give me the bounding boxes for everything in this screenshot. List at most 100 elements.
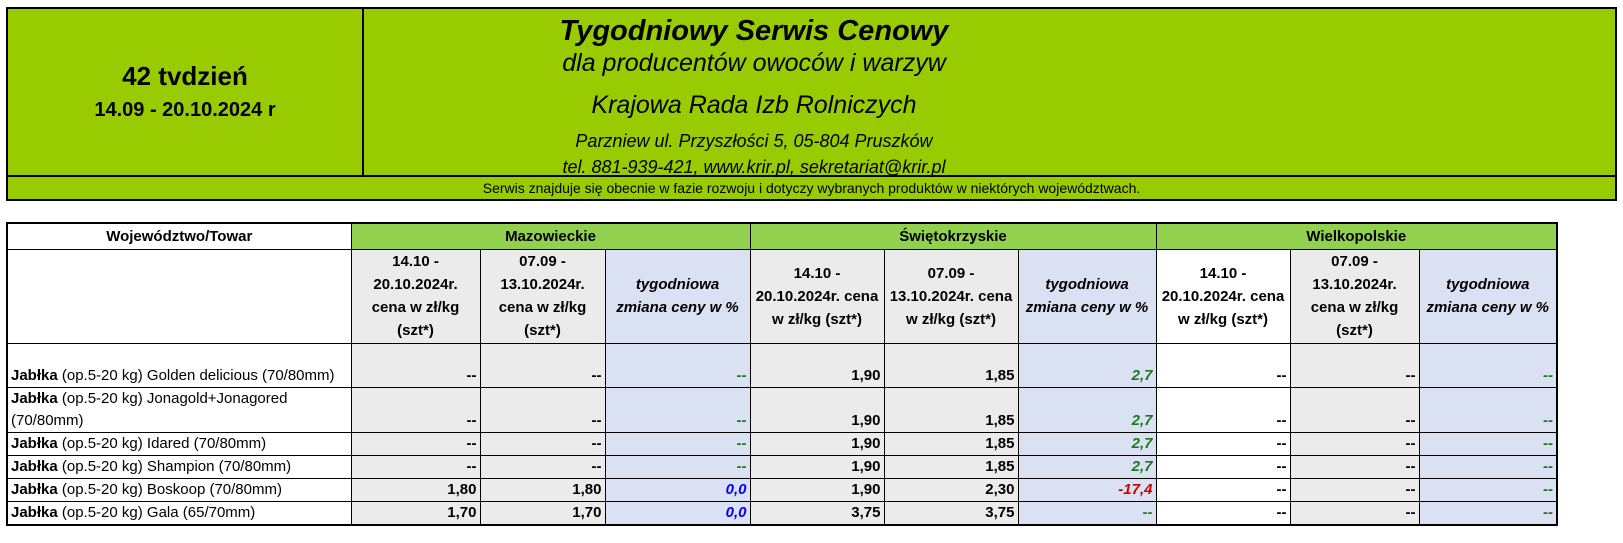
product-category: Jabłka bbox=[11, 503, 58, 521]
region-header-row: Województwo/Towar Mazowieckie Świętokrzy… bbox=[6, 222, 1558, 250]
weekly-change-cell: 0,0 bbox=[604, 477, 751, 502]
column-header-weekly-change: tygodniowa zmiana ceny w % bbox=[604, 248, 751, 344]
price-cell: 1,90 bbox=[749, 477, 885, 502]
price-cell: 1,80 bbox=[479, 477, 606, 502]
weekly-change-cell: -- bbox=[604, 454, 751, 479]
region-swietokrzyskie: Świętokrzyskie bbox=[749, 222, 1157, 250]
price-cell: 1,85 bbox=[883, 431, 1019, 456]
empty-header-cell bbox=[6, 248, 352, 344]
weekly-change-cell: 2,7 bbox=[1017, 386, 1157, 433]
table-row: Jabłka (op.5-20 kg) Jonagold+Jonagored (… bbox=[6, 386, 1558, 433]
corner-label: Województwo/Towar bbox=[6, 222, 352, 250]
price-cell: -- bbox=[479, 454, 606, 479]
price-cell: -- bbox=[1155, 500, 1291, 525]
price-cell: 3,75 bbox=[883, 500, 1019, 525]
product-name-cell: Jabłka (op.5-20 kg) Shampion (70/80mm) bbox=[6, 454, 352, 479]
product-details: (op.5-20 kg) Shampion (70/80mm) bbox=[57, 457, 292, 475]
price-cell: -- bbox=[1289, 500, 1420, 525]
product-category: Jabłka bbox=[11, 457, 58, 475]
weekly-change-cell: -- bbox=[604, 386, 751, 433]
price-cell: -- bbox=[1289, 477, 1420, 502]
weekly-change-cell: -- bbox=[604, 431, 751, 456]
price-cell: -- bbox=[1155, 342, 1291, 388]
product-name-cell: Jabłka (op.5-20 kg) Gala (65/70mm) bbox=[6, 500, 352, 525]
price-cell: -- bbox=[479, 431, 606, 456]
header-title-panel: Tygodniowy Serwis Cenowy dla producentów… bbox=[362, 7, 1617, 177]
column-header-previous-price: 07.09 - 13.10.2024r. cena w zł/kg (szt*) bbox=[883, 248, 1019, 344]
weekly-change-cell: 2,7 bbox=[1017, 342, 1157, 388]
product-name-cell: Jabłka (op.5-20 kg) Idared (70/80mm) bbox=[6, 431, 352, 456]
price-cell: 1,90 bbox=[749, 431, 885, 456]
price-cell: -- bbox=[1155, 454, 1291, 479]
column-header-row: 14.10 - 20.10.2024r. cena w zł/kg (szt*)… bbox=[6, 248, 1558, 344]
weekly-change-cell: -- bbox=[1418, 342, 1558, 388]
price-cell: -- bbox=[1289, 454, 1420, 479]
service-title: Tygodniowy Serwis Cenowy bbox=[559, 15, 949, 47]
price-cell: -- bbox=[1289, 431, 1420, 456]
price-cell: 1,70 bbox=[479, 500, 606, 525]
column-header-weekly-change: tygodniowa zmiana ceny w % bbox=[1017, 248, 1157, 344]
organization-contact: tel. 881-939-421, www.krir.pl, sekretari… bbox=[562, 157, 946, 177]
price-cell: -- bbox=[1289, 386, 1420, 433]
weekly-change-cell: -- bbox=[1418, 386, 1558, 433]
price-table: Województwo/Towar Mazowieckie Świętokrzy… bbox=[6, 222, 1558, 526]
development-notice: Serwis znajduje się obecnie w fazie rozw… bbox=[6, 177, 1617, 201]
organization-address: Parzniew ul. Przyszłości 5, 05-804 Prusz… bbox=[575, 131, 933, 151]
column-header-current-price: 14.10 - 20.10.2024r. cena w zł/kg (szt*) bbox=[1155, 248, 1291, 344]
price-cell: 1,90 bbox=[749, 386, 885, 433]
price-cell: -- bbox=[1289, 342, 1420, 388]
price-cell: -- bbox=[1155, 477, 1291, 502]
region-wielkopolskie: Wielkopolskie bbox=[1155, 222, 1558, 250]
product-details: (op.5-20 kg) Gala (65/70mm) bbox=[57, 503, 256, 521]
price-cell: -- bbox=[479, 342, 606, 388]
price-cell: -- bbox=[350, 386, 481, 433]
weekly-change-cell: -- bbox=[1017, 500, 1157, 525]
price-cell: 1,90 bbox=[749, 454, 885, 479]
organization-name: Krajowa Rada Izb Rolniczych bbox=[591, 91, 917, 119]
price-cell: -- bbox=[350, 454, 481, 479]
product-details: (op.5-20 kg) Boskoop (70/80mm) bbox=[57, 480, 282, 498]
product-category: Jabłka bbox=[11, 434, 58, 452]
table-row: Jabłka (op.5-20 kg) Golden delicious (70… bbox=[6, 342, 1558, 388]
table-row: Jabłka (op.5-20 kg) Shampion (70/80mm) --… bbox=[6, 454, 1558, 479]
service-subtitle: dla producentów owoców i warzyw bbox=[562, 49, 946, 77]
product-name-cell: Jabłka (op.5-20 kg) Golden delicious (70… bbox=[6, 342, 352, 388]
price-cell: 2,30 bbox=[883, 477, 1019, 502]
column-header-current-price: 14.10 - 20.10.2024r. cena w zł/kg (szt*) bbox=[749, 248, 885, 344]
weekly-change-cell: -- bbox=[1418, 477, 1558, 502]
price-cell: 3,75 bbox=[749, 500, 885, 525]
price-cell: 1,80 bbox=[350, 477, 481, 502]
price-cell: -- bbox=[479, 386, 606, 433]
price-cell: 1,90 bbox=[749, 342, 885, 388]
price-cell: -- bbox=[350, 342, 481, 388]
column-header-previous-price: 07.09 - 13.10.2024r. cena w zł/kg (szt*) bbox=[1289, 248, 1420, 344]
price-cell: -- bbox=[1155, 386, 1291, 433]
weekly-change-cell: -- bbox=[604, 342, 751, 388]
weekly-change-cell: -- bbox=[1418, 454, 1558, 479]
product-name-cell: Jabłka (op.5-20 kg) Jonagold+Jonagored (… bbox=[6, 386, 352, 433]
product-category: Jabłka bbox=[11, 389, 58, 407]
price-cell: 1,70 bbox=[350, 500, 481, 525]
product-category: Jabłka bbox=[11, 366, 58, 384]
week-number: 42 tvdzień bbox=[122, 61, 248, 91]
product-category: Jabłka bbox=[11, 480, 58, 498]
product-details: (op.5-20 kg) Jonagold+Jonagored (70/80mm… bbox=[11, 389, 288, 429]
price-cell: -- bbox=[1155, 431, 1291, 456]
header-week-panel: 42 tvdzień 14.09 - 20.10.2024 r bbox=[6, 7, 364, 177]
table-row: Jabłka (op.5-20 kg) Boskoop (70/80mm) 1,8… bbox=[6, 477, 1558, 502]
weekly-change-cell: 2,7 bbox=[1017, 431, 1157, 456]
column-header-previous-price: 07.09 - 13.10.2024r. cena w zł/kg (szt*) bbox=[479, 248, 606, 344]
table-row: Jabłka (op.5-20 kg) Gala (65/70mm) 1,70 1,… bbox=[6, 500, 1558, 525]
region-mazowieckie: Mazowieckie bbox=[350, 222, 751, 250]
product-details: (op.5-20 kg) Golden delicious (70/80mm) bbox=[57, 366, 335, 384]
price-cell: -- bbox=[350, 431, 481, 456]
column-header-weekly-change: tygodniowa zmiana ceny w % bbox=[1418, 248, 1558, 344]
weekly-change-cell: 0,0 bbox=[604, 500, 751, 525]
weekly-change-cell: -- bbox=[1418, 431, 1558, 456]
product-name-cell: Jabłka (op.5-20 kg) Boskoop (70/80mm) bbox=[6, 477, 352, 502]
weekly-change-cell: 2,7 bbox=[1017, 454, 1157, 479]
price-cell: 1,85 bbox=[883, 342, 1019, 388]
column-header-current-price: 14.10 - 20.10.2024r. cena w zł/kg (szt*) bbox=[350, 248, 481, 344]
price-cell: 1,85 bbox=[883, 454, 1019, 479]
table-body: Jabłka (op.5-20 kg) Golden delicious (70… bbox=[6, 342, 1558, 525]
